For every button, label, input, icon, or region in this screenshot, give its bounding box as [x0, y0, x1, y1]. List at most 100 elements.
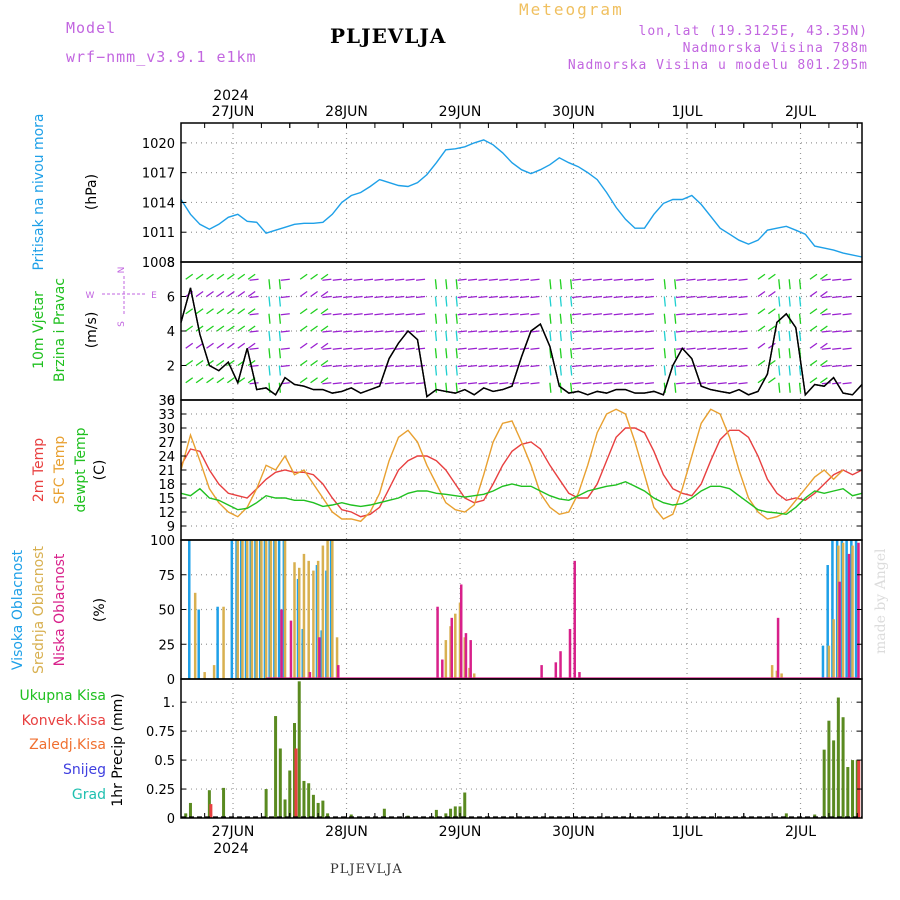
precip-bar [827, 720, 831, 818]
clouds-bar [277, 540, 281, 679]
wind-barb [467, 313, 478, 316]
clouds-bar [770, 665, 774, 679]
wind-barb [559, 313, 562, 324]
wind-barb [717, 295, 727, 299]
y-tick-label: 27 [158, 436, 175, 451]
wind-barb [778, 348, 781, 359]
precip-legend-item: Zaledj.Kisa [29, 737, 106, 753]
wind-barb [445, 296, 448, 307]
wind-barb [478, 330, 488, 333]
y-tick-label: 0 [167, 673, 175, 688]
wind-barb [278, 296, 282, 307]
clouds-bar [776, 617, 780, 679]
wind-barb [624, 347, 634, 350]
precip-bar [297, 681, 301, 818]
precip-legend-item: Konvek.Kisa [22, 713, 106, 729]
precip-bar [274, 716, 278, 818]
wind-barb [353, 278, 363, 281]
clouds-bar [293, 562, 296, 679]
cloud-high-axis-title: Visoka Oblacnost [10, 549, 26, 670]
wind-barb [842, 330, 852, 333]
wind-barb [237, 273, 246, 280]
y-tick-label: 36 [158, 394, 175, 409]
wind-barb [415, 295, 426, 299]
wind-barb [434, 279, 438, 290]
wind-barb [299, 342, 308, 349]
wind-barb [206, 290, 214, 298]
y-tick-label: 30 [158, 422, 175, 437]
wind-barb [299, 359, 308, 367]
wind-barb [686, 278, 696, 281]
wind-barb [320, 342, 329, 349]
wind-barb [832, 364, 842, 368]
wind-barb [582, 347, 592, 350]
wind-barb [757, 290, 766, 298]
wind-barb [634, 295, 644, 299]
wind-barb [634, 313, 644, 316]
y-tick-label: 24 [158, 450, 175, 465]
wind-barb [467, 278, 478, 281]
wind-barb [717, 313, 727, 316]
wind-barb [674, 365, 677, 376]
wind-barb [249, 295, 259, 299]
precip-bar [294, 748, 298, 818]
compass-east: E [151, 291, 157, 301]
clouds-bar [280, 609, 283, 679]
wind-barb [499, 313, 509, 316]
wind-barb [634, 278, 644, 281]
clouds-bar [193, 592, 197, 679]
wind-barb [457, 347, 467, 350]
wind-barb [788, 382, 791, 393]
wind-barb [842, 347, 852, 350]
wind-barb [821, 382, 831, 385]
wind-barb [299, 325, 308, 332]
wind-barb [206, 359, 214, 367]
wind-barb [592, 278, 602, 281]
y-tick-label: 12 [158, 506, 175, 521]
wind-barb [509, 382, 519, 385]
clouds-bar [821, 645, 825, 679]
label-layer: 27JUN 27JUN 28JUN 28JUN 29JUN 29JUN 30JUN 30JUN… [10, 88, 816, 857]
clouds-bar [450, 617, 454, 679]
wind-barb [530, 278, 540, 281]
wind-barb [767, 308, 776, 315]
wind-barb [185, 359, 194, 367]
y-tick-label: 100 [150, 534, 175, 549]
page-title: PLJEVLJA [330, 24, 447, 48]
wind-barb [332, 313, 342, 316]
clouds-bar [845, 540, 848, 679]
wind-barb [613, 295, 623, 299]
top-date-label: 2JUL [785, 104, 816, 120]
wind-barb [455, 348, 458, 359]
clouds-bar [568, 628, 572, 679]
clouds-bar [203, 672, 206, 679]
wind-barb [455, 279, 458, 290]
precip-legend-item: Snijeg [63, 762, 106, 778]
wind-barb [821, 347, 831, 350]
wind-barb [570, 313, 573, 324]
wind-barb [405, 295, 415, 299]
clouds-bar [283, 540, 287, 679]
wind-barb [603, 295, 613, 299]
wind-barb [185, 325, 194, 332]
clouds-bar [838, 581, 841, 679]
wind-barb [415, 364, 426, 368]
model-label: Model [66, 19, 117, 37]
wind-barb [478, 347, 488, 350]
panel-frame [180, 678, 863, 819]
wind-barb [322, 295, 332, 299]
wind-barb [674, 313, 677, 324]
wind-barb [445, 348, 448, 359]
precip-bar [311, 794, 315, 818]
wind-barb [343, 313, 353, 316]
wind-barb [322, 347, 332, 350]
wind-barb [707, 278, 717, 281]
y-tick-label: 75 [158, 569, 175, 584]
precip-bar [434, 809, 438, 818]
wind-barb [478, 382, 488, 385]
wind-barb [206, 308, 214, 315]
wind-barb [488, 278, 498, 281]
wind-barb [509, 278, 519, 281]
wind-barb [237, 325, 246, 332]
wind-barb [530, 364, 540, 368]
